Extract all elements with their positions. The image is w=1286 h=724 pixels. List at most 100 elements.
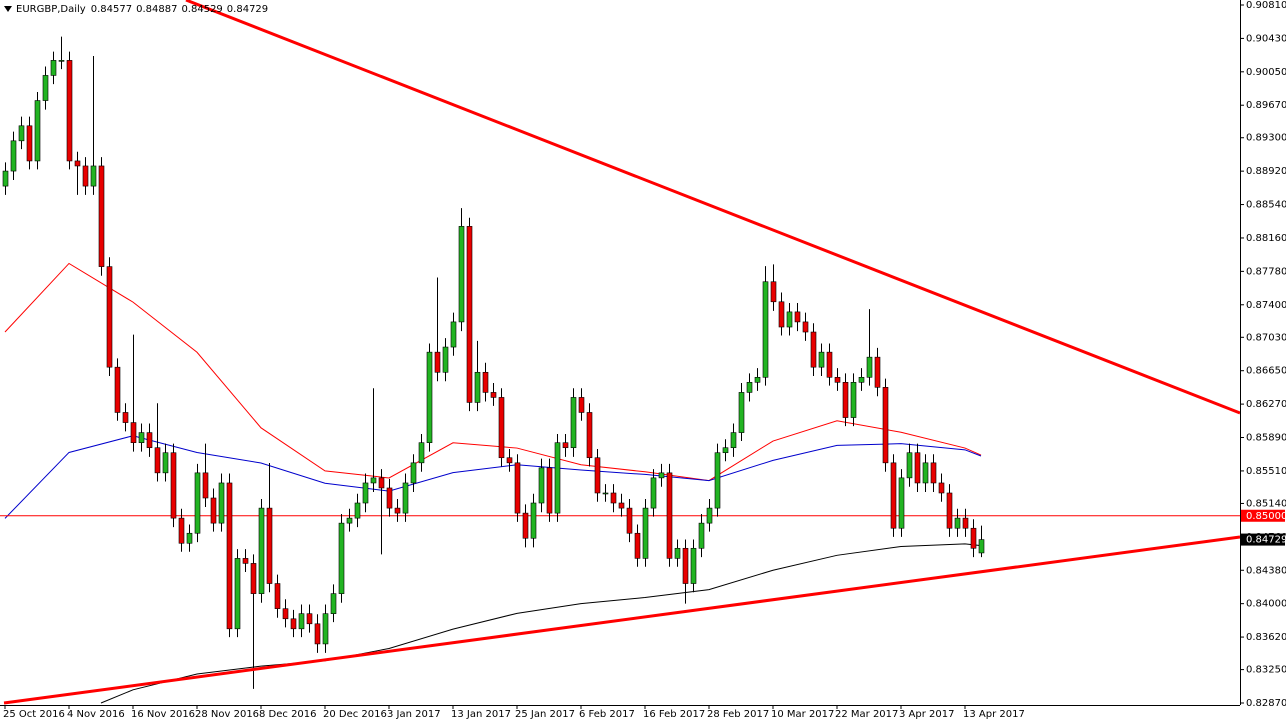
candle-body [58,60,65,62]
candle-body [842,382,849,418]
y-tick-label: 0.85140 [1246,498,1286,509]
y-tick-label: 0.88160 [1246,233,1286,244]
y-tick-label: 0.89670 [1246,100,1286,111]
y-tick-label: 0.88920 [1246,166,1286,177]
candle-body [130,422,137,444]
chart-header: EURGBP,Daily 0.84577 0.84887 0.84529 0.84729 [16,4,268,15]
candle-body [738,392,745,433]
candle-body [426,351,433,444]
x-tick-label: 6 Feb 2017 [579,709,635,720]
candle-body [898,477,905,529]
candle-body [850,382,857,418]
y-tick-label: 0.90810 [1246,0,1286,11]
candle-body [106,266,113,368]
candle-body [490,392,497,398]
y-tick-label: 0.84000 [1246,599,1286,610]
y-tick-label: 0.90430 [1246,33,1286,44]
candle-body [82,165,89,187]
x-tick-label: 13 Apr 2017 [963,709,1025,720]
candle-body [522,512,529,539]
header-high: 0.84887 [136,4,177,15]
candle-body [42,75,49,101]
candle-body [938,482,945,494]
candle-body [682,547,689,584]
candle-body [618,502,625,509]
candle-body [586,412,593,459]
x-tick-label: 3 Jan 2017 [387,709,441,720]
candle-body [874,356,881,388]
x-tick-label: 16 Feb 2017 [643,709,705,720]
candle-body [570,397,577,449]
x-tick-label: 4 Nov 2016 [67,709,125,720]
candle-body [954,517,961,529]
candle-body [290,618,297,630]
y-tick-label: 0.85510 [1246,466,1286,477]
y-tick-label: 0.87780 [1246,266,1286,277]
header-open: 0.84577 [91,4,132,15]
candle-body [322,613,329,645]
candle-body [298,613,305,630]
x-tick-label: 28 Nov 2016 [195,709,259,720]
x-tick-label: 20 Dec 2016 [323,709,387,720]
candle-body [730,432,737,449]
candle-body [906,452,913,479]
x-tick-label: 25 Oct 2016 [3,709,65,720]
candle-body [802,321,809,333]
candle-body [834,376,841,383]
candle-body [450,321,457,348]
candle-body [74,160,81,167]
candle-body [634,532,641,559]
candle-body [418,442,425,464]
candle-body [946,492,953,529]
level-price-label: 0.85000 [1246,511,1286,522]
candle-body [18,125,25,142]
candle-body [442,346,449,373]
candle-body [146,432,153,449]
candle-body [658,472,665,479]
candle-body [698,522,705,549]
candle-body [34,100,41,162]
current-price-label: 0.84729 [1246,535,1286,546]
chart-title: EURGBP,Daily [16,4,86,15]
candle-body [538,467,545,504]
y-tick-label: 0.86650 [1246,366,1286,377]
candle-body [930,462,937,484]
candle-body [234,558,241,630]
x-tick-label: 25 Jan 2017 [515,709,575,720]
candle-body [194,472,201,534]
candle-body [186,532,193,544]
candle-body [650,477,657,509]
candle-body [258,507,265,594]
candle-body [594,457,601,494]
x-tick-label: 16 Nov 2016 [131,709,195,720]
candle-body [514,462,521,514]
candle-body [530,502,537,539]
candle-body [386,487,393,509]
candle-body [114,366,121,413]
candle-body [458,226,465,323]
candle-body [754,376,761,383]
candle-body [762,281,769,378]
candle-body [810,331,817,368]
candle-body [466,226,473,403]
candle-body [786,311,793,328]
candle-body [962,517,969,529]
candle-body [98,165,105,267]
candle-body [690,547,697,584]
candle-body [626,507,633,534]
candle-body [794,311,801,323]
candle-body [562,442,569,449]
candle-body [26,125,33,162]
candle-body [642,507,649,559]
candle-body [714,452,721,509]
candle-body [666,472,673,559]
moving-average [100,543,982,704]
y-tick-label: 0.89300 [1246,133,1286,144]
candle-body [226,482,233,630]
moving-average [4,262,982,482]
candle-body [346,517,353,524]
candle-body [578,397,585,413]
